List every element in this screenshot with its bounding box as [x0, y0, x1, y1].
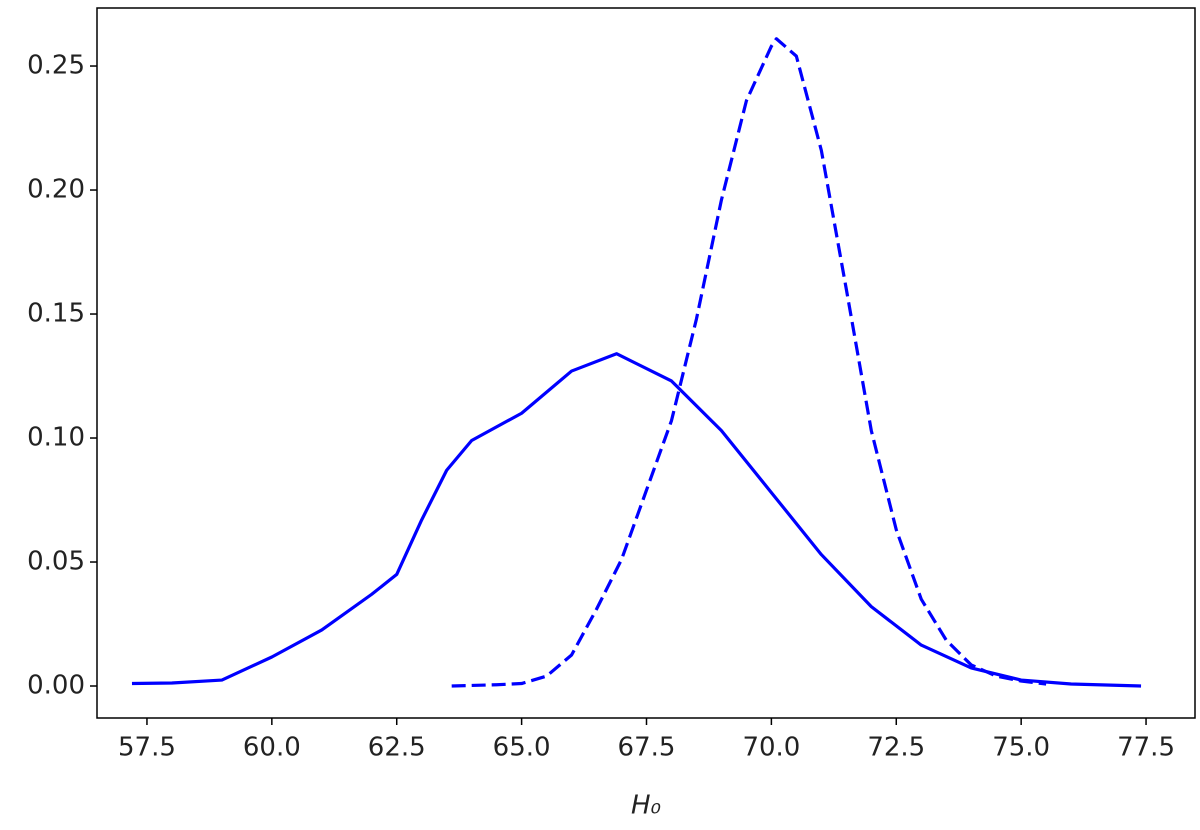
y-tick-label: 0.25 [27, 51, 85, 81]
line-series [131, 352, 1142, 688]
plot-frame [96, 7, 1196, 719]
y-tick-label: 0.10 [27, 423, 85, 453]
y-tick-label: 0.20 [27, 175, 85, 205]
x-tick-label: 75.0 [992, 733, 1050, 763]
x-tick-label: 57.5 [118, 733, 176, 763]
y-tick-label: 0.00 [27, 671, 85, 701]
line-series [451, 37, 1047, 688]
x-tick-label: 62.5 [368, 733, 426, 763]
x-tick-label: 65.0 [493, 733, 551, 763]
x-axis-label: H₀ [631, 791, 662, 821]
y-tick-label: 0.05 [27, 547, 85, 577]
x-tick-label: 70.0 [742, 733, 800, 763]
x-tick-label: 67.5 [618, 733, 676, 763]
x-tick-label: 60.0 [243, 733, 301, 763]
x-tick-label: 77.5 [1117, 733, 1175, 763]
y-tick-label: 0.15 [27, 299, 85, 329]
x-tick-label: 72.5 [867, 733, 925, 763]
